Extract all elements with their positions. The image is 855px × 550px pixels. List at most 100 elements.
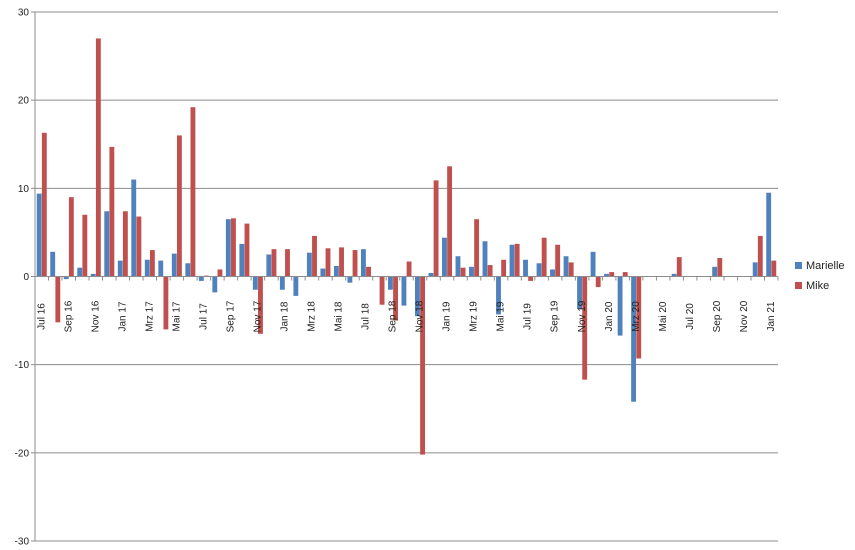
legend-label-marielle: Marielle xyxy=(806,260,845,272)
bar-marielle xyxy=(131,179,137,277)
bar-mike xyxy=(474,219,480,277)
bar-mike xyxy=(717,257,723,277)
x-tick-label: Mrz 20 xyxy=(631,301,642,332)
bar-mike xyxy=(582,276,588,380)
x-tick-label: Jan 21 xyxy=(766,301,777,331)
bar-mike xyxy=(82,214,88,277)
bar-marielle xyxy=(496,276,501,315)
bar-marielle xyxy=(401,276,407,306)
bar-mike xyxy=(622,272,628,277)
x-tick-label: Jul 19 xyxy=(523,303,534,330)
bar-mike xyxy=(41,132,47,277)
x-tick-label: Nov 17 xyxy=(253,300,264,332)
legend-label-mike: Mike xyxy=(806,280,829,292)
bar-mike xyxy=(555,244,561,277)
x-tick-label: Sep 16 xyxy=(63,300,74,332)
bar-marielle xyxy=(320,268,326,277)
bar-marielle xyxy=(252,276,258,290)
bar-marielle xyxy=(104,211,110,277)
bar-marielle xyxy=(523,259,528,277)
bar-mike xyxy=(352,250,358,277)
bar-marielle xyxy=(347,276,353,283)
y-tick-label: 20 xyxy=(18,96,30,107)
x-tick-label: Nov 18 xyxy=(415,300,426,332)
bar-mike xyxy=(541,237,547,277)
bar-marielle xyxy=(239,243,245,277)
bar-marielle xyxy=(36,193,42,277)
bar-marielle xyxy=(171,253,177,277)
legend-swatch-marielle xyxy=(795,262,802,269)
bar-mike xyxy=(406,261,412,277)
x-tick-label: Jul 20 xyxy=(685,303,696,330)
bar-mike xyxy=(460,267,466,277)
bar-marielle xyxy=(455,256,461,277)
bar-marielle xyxy=(225,219,231,277)
x-tick-label: Mai 18 xyxy=(334,301,345,331)
bar-marielle xyxy=(50,251,56,277)
bar-marielle xyxy=(577,276,582,310)
bar-marielle xyxy=(617,276,623,336)
bar-marielle xyxy=(766,192,772,277)
bar-marielle xyxy=(212,276,218,293)
bar-marielle xyxy=(752,262,758,277)
bar-mike xyxy=(379,276,385,305)
y-axis-ticks: -30 -20 -10 0 10 20 30 xyxy=(15,8,35,548)
bar-mike xyxy=(447,166,453,277)
bar-marielle xyxy=(158,260,164,277)
x-tick-label: Sep 20 xyxy=(712,300,723,332)
bar-mike xyxy=(217,269,223,277)
bar-marielle xyxy=(117,260,123,277)
bar-marielle xyxy=(415,276,420,317)
bar-mike xyxy=(420,276,426,455)
bar-marielle xyxy=(482,241,488,277)
bar-marielle xyxy=(590,251,596,277)
bar-mike xyxy=(487,265,493,277)
bar-marielle xyxy=(306,252,312,277)
bar-mike xyxy=(68,197,74,277)
bar-mike xyxy=(231,218,236,277)
bar-mike xyxy=(190,107,196,277)
x-tick-label: Jan 18 xyxy=(280,301,291,331)
x-tick-label: Mai 17 xyxy=(171,301,182,331)
bar-mike xyxy=(95,38,101,277)
bar-marielle xyxy=(279,276,285,290)
bar-mike xyxy=(514,243,520,277)
x-tick-label: Sep 17 xyxy=(226,300,237,332)
bar-mike xyxy=(163,276,169,330)
bar-marielle xyxy=(333,265,339,277)
bar-mike xyxy=(528,276,534,281)
y-tick-label: 30 xyxy=(18,8,30,19)
bar-mike xyxy=(122,211,128,277)
bar-marielle xyxy=(671,273,677,277)
y-tick-label: -30 xyxy=(15,537,30,548)
bar-mike xyxy=(55,276,61,323)
legend: Marielle Mike xyxy=(795,260,845,292)
x-tick-label: Jul 17 xyxy=(199,303,210,330)
bar-marielle xyxy=(266,254,272,277)
bar-marielle xyxy=(469,266,474,277)
bar-marielle xyxy=(631,276,637,402)
bar-mike xyxy=(393,276,398,321)
bar-marielle xyxy=(536,263,542,277)
x-axis-ticks: Jul 16 Sep 16 Nov 16 Jan 17 Mrz 17 Mai 17 Jul … xyxy=(34,276,779,332)
bar-marielle xyxy=(360,249,366,277)
bar-marielle xyxy=(63,276,69,280)
bar-marielle xyxy=(198,276,204,281)
bar-mike xyxy=(433,180,439,277)
bar-mike xyxy=(339,247,344,277)
bar-marielle xyxy=(293,276,299,296)
bar-marielle xyxy=(550,269,555,277)
bar-marielle xyxy=(144,259,150,277)
bar-mike xyxy=(366,266,371,277)
bar-marielle xyxy=(77,267,83,277)
axes xyxy=(34,12,778,541)
x-tick-label: Jul 16 xyxy=(36,303,47,330)
bar-mike xyxy=(595,276,601,288)
bar-mike xyxy=(149,250,155,277)
x-tick-label: Nov 19 xyxy=(577,300,588,332)
bars-layer xyxy=(36,38,777,455)
y-tick-label: 0 xyxy=(23,272,29,283)
bar-mike xyxy=(285,249,290,277)
bar-mike xyxy=(271,249,277,277)
bar-mike xyxy=(676,257,682,277)
